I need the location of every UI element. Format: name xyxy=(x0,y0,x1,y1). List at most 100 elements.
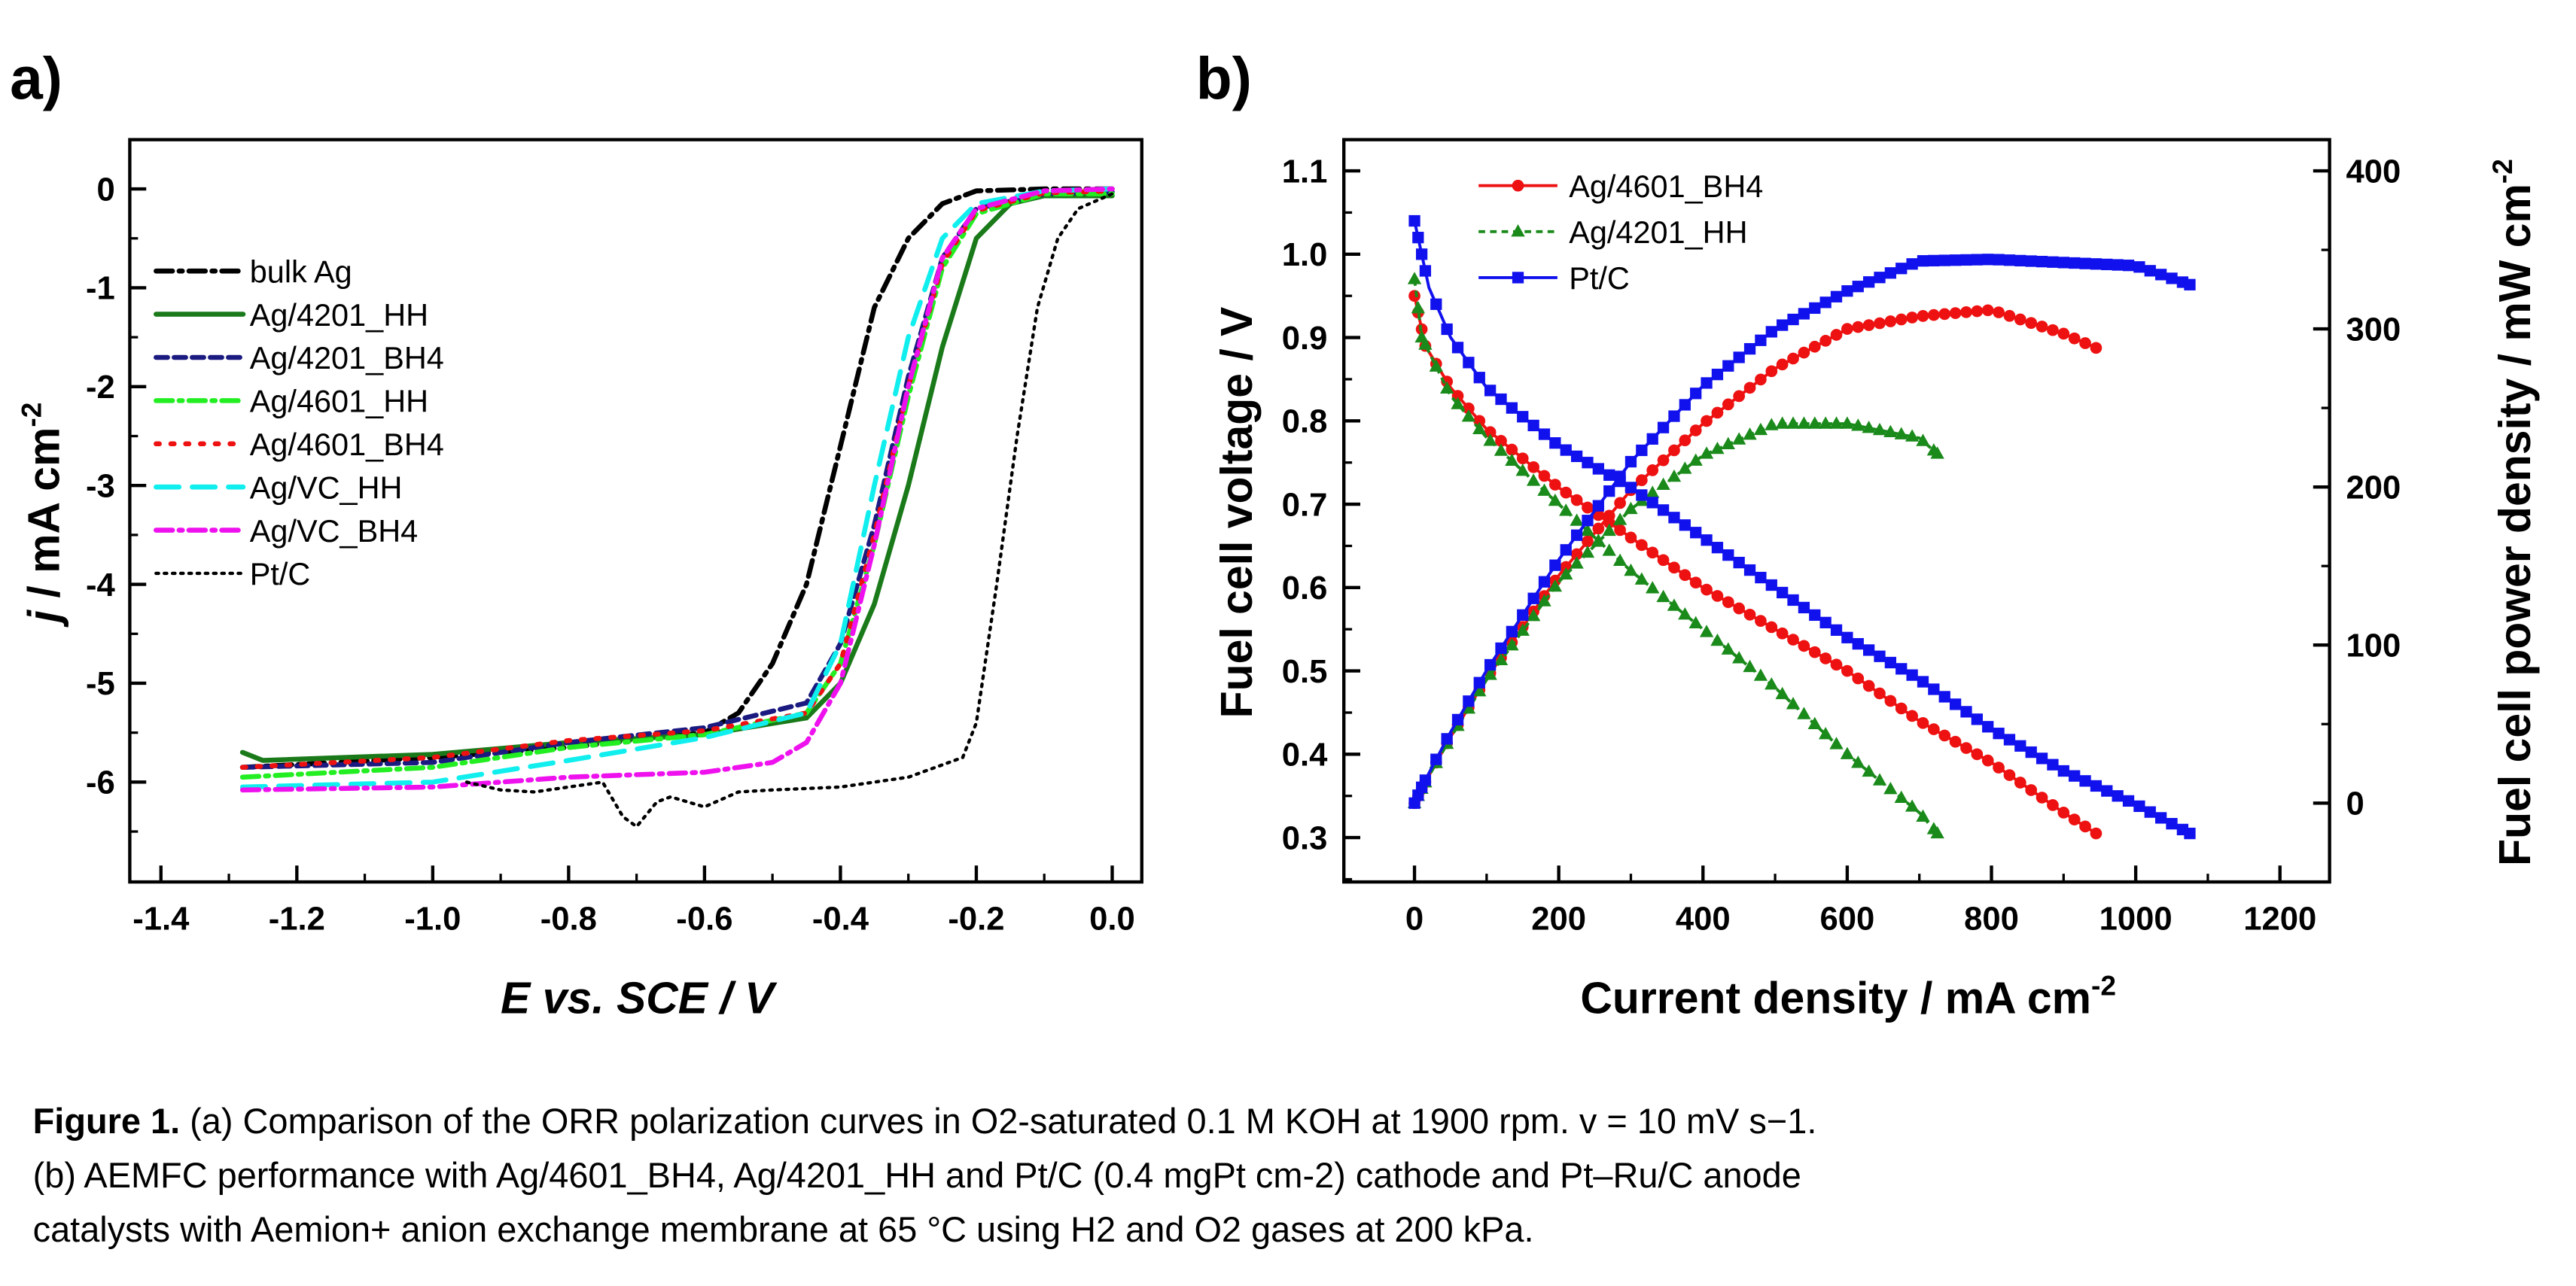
left-y-tick-label: 0.7 xyxy=(1282,486,1328,523)
power-point-ag-4601-bh4 xyxy=(1830,329,1843,341)
y-tick-label: -6 xyxy=(86,765,115,801)
voltage-point-ag-4201-hh xyxy=(1580,523,1595,537)
voltage-point-ag-4601-bh4 xyxy=(1516,452,1529,465)
voltage-point-ag-4201-hh xyxy=(1602,543,1616,556)
x-tick-label: 600 xyxy=(1819,900,1874,937)
x-title: Current density / mA cm xyxy=(1580,974,2091,1023)
panel-a-ticks: -1.4 -1.2 -1.0 -0.8 -0.6 -0.4 -0.2 0.0 0 -1 -2 -3 -4… xyxy=(86,171,1135,937)
power-point-ag-4201-hh xyxy=(1775,416,1789,429)
power-point-ag-4201-hh xyxy=(1688,453,1703,466)
x-title-sup: -2 xyxy=(2091,970,2116,1002)
voltage-point-ag-4601-bh4 xyxy=(2068,813,2081,825)
power-point-ag-4601-bh4 xyxy=(1993,306,2005,318)
power-point-ag-4601-bh4 xyxy=(1960,306,1972,318)
voltage-point-ag-4201-hh xyxy=(1515,463,1530,476)
x-tick-label: -0.4 xyxy=(812,900,869,937)
caption-text-1: (a) Comparison of the ORR polarization c… xyxy=(180,1102,1816,1141)
power-point-pt-c xyxy=(2184,278,2196,290)
voltage-point-ag-4201-hh xyxy=(1829,737,1844,749)
left-y-tick-label: 0.6 xyxy=(1282,570,1328,607)
power-point-ag-4201-hh xyxy=(1515,623,1530,636)
voltage-point-ag-4601-bh4 xyxy=(1484,426,1497,439)
voltage-point-pt-c xyxy=(1949,698,1962,710)
voltage-point-ag-4601-bh4 xyxy=(1862,679,1875,692)
legend-marker-ag-4601-bh4 xyxy=(1512,179,1524,192)
voltage-point-pt-c xyxy=(1441,323,1453,336)
x-tick-label: -0.2 xyxy=(948,900,1004,937)
voltage-point-pt-c xyxy=(1917,676,1929,688)
voltage-point-ag-4201-hh xyxy=(1646,581,1660,594)
power-point-pt-c xyxy=(2057,257,2069,269)
voltage-point-ag-4601-bh4 xyxy=(1808,646,1821,658)
voltage-point-pt-c xyxy=(1701,534,1713,546)
legend-label-ag-4601-bh4: Ag/4601_BH4 xyxy=(1569,169,1763,204)
power-point-ag-4201-hh xyxy=(1570,556,1584,569)
power-point-ag-4601-bh4 xyxy=(1689,424,1702,436)
power-point-ag-4201-hh xyxy=(1591,534,1606,547)
voltage-point-ag-4201-hh xyxy=(1461,409,1476,422)
power-point-ag-4601-bh4 xyxy=(1668,444,1680,457)
voltage-point-ag-4601-bh4 xyxy=(1960,742,1972,754)
left-y-tick-label: 0.3 xyxy=(1282,819,1328,856)
power-point-pt-c xyxy=(2144,265,2156,277)
voltage-point-ag-4601-bh4 xyxy=(1657,554,1670,567)
voltage-point-pt-c xyxy=(1560,444,1572,456)
voltage-point-pt-c xyxy=(1722,549,1734,561)
voltage-point-ag-4201-hh xyxy=(1818,726,1833,740)
power-point-pt-c xyxy=(1917,255,1929,267)
voltage-point-pt-c xyxy=(1755,571,1767,584)
power-point-ag-4601-bh4 xyxy=(1733,390,1746,403)
voltage-point-ag-4601-bh4 xyxy=(1733,602,1746,615)
power-point-ag-4601-bh4 xyxy=(1582,535,1594,548)
power-point-pt-c xyxy=(1971,254,1983,266)
voltage-point-ag-4201-hh xyxy=(1872,773,1887,786)
voltage-point-ag-4601-bh4 xyxy=(1928,723,1940,735)
power-point-ag-4201-hh xyxy=(1807,416,1822,429)
power-point-ag-4601-bh4 xyxy=(1646,464,1659,476)
power-point-pt-c xyxy=(1451,713,1464,726)
panel-b-label: b) xyxy=(1196,45,1252,111)
power-point-ag-4201-hh xyxy=(1667,469,1682,482)
power-point-ag-4201-hh xyxy=(1494,652,1509,665)
power-point-ag-4601-bh4 xyxy=(1701,415,1713,427)
power-point-pt-c xyxy=(1982,254,1994,266)
panel-b-legend: Ag/4601_BH4 Ag/4201_HH Pt/C xyxy=(1478,169,1763,296)
power-point-ag-4201-hh xyxy=(1624,501,1638,515)
power-point-pt-c xyxy=(1463,695,1475,707)
voltage-point-pt-c xyxy=(1582,457,1594,469)
voltage-point-ag-4601-bh4 xyxy=(1798,640,1810,652)
voltage-point-ag-4201-hh xyxy=(1559,503,1573,516)
right-y-tick-label: 200 xyxy=(2346,469,2401,506)
x-tick-label: 0.0 xyxy=(1089,900,1135,937)
voltage-point-ag-4601-bh4 xyxy=(1689,576,1702,589)
voltage-point-ag-4601-bh4 xyxy=(1765,621,1778,634)
y-tick-label: -1 xyxy=(86,270,115,307)
x-tick-label: 400 xyxy=(1676,900,1731,937)
curve-pt-c xyxy=(464,192,1114,829)
panel-a-y-axis-title: j / mA cm-2 xyxy=(16,403,69,628)
power-point-pt-c xyxy=(1960,254,1972,266)
power-point-pt-c xyxy=(2047,256,2059,268)
power-point-ag-4201-hh xyxy=(1505,638,1519,651)
power-point-pt-c xyxy=(1862,276,1875,288)
voltage-point-pt-c xyxy=(2155,812,2167,824)
voltage-point-ag-4601-bh4 xyxy=(1722,596,1734,609)
left-y-tick-label: 0.5 xyxy=(1282,653,1328,690)
power-point-pt-c xyxy=(1787,313,1799,326)
power-point-ag-4601-bh4 xyxy=(1928,309,1940,321)
panel-a-label: a) xyxy=(10,45,62,111)
voltage-point-ag-4201-hh xyxy=(1743,659,1757,673)
voltage-point-ag-4201-hh xyxy=(1451,397,1465,409)
power-point-ag-4601-bh4 xyxy=(1635,474,1648,486)
voltage-point-pt-c xyxy=(1506,402,1518,414)
voltage-point-ag-4601-bh4 xyxy=(1527,461,1539,473)
power-point-ag-4601-bh4 xyxy=(1862,319,1875,331)
voltage-point-ag-4201-hh xyxy=(1688,616,1703,629)
voltage-point-ag-4601-bh4 xyxy=(1549,479,1561,491)
voltage-point-pt-c xyxy=(2079,775,2091,787)
voltage-point-ag-4601-bh4 xyxy=(1917,716,1929,729)
voltage-point-pt-c xyxy=(1408,214,1420,227)
power-point-ag-4201-hh xyxy=(1743,427,1757,440)
power-point-pt-c xyxy=(2036,255,2048,268)
voltage-point-pt-c xyxy=(1787,594,1799,607)
